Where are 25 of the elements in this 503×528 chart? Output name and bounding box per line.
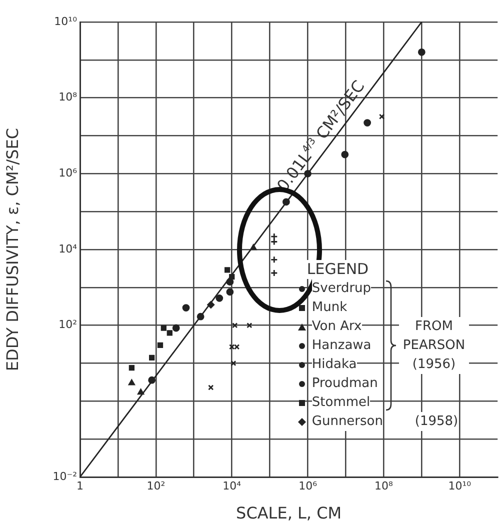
x-tick-label: 10⁴ bbox=[222, 479, 242, 492]
x-tick-label: 10¹⁰ bbox=[448, 479, 472, 492]
annotation: (1958) bbox=[414, 412, 458, 431]
legend-label: Gunnerson bbox=[312, 412, 383, 431]
y-tick-label: 10⁸ bbox=[58, 90, 78, 104]
y-tick-label: 10⁴ bbox=[58, 242, 78, 256]
x-tick-label: 10⁶ bbox=[298, 479, 318, 492]
legend-label: Hanzawa bbox=[312, 336, 372, 355]
y-tick-label: 10⁶ bbox=[58, 166, 78, 180]
legend-label: Von Arx bbox=[312, 317, 362, 336]
y-tick-label: 10² bbox=[58, 318, 77, 332]
legend-label: Hidaka bbox=[312, 355, 357, 374]
y-tick-label: 10¹⁰ bbox=[54, 14, 78, 28]
x-axis-title: SCALE, L, CM bbox=[236, 504, 342, 523]
legend-label: Proudman bbox=[312, 374, 378, 393]
y-tick-label: 10⁻² bbox=[52, 470, 77, 483]
x-tick-label: 10⁸ bbox=[374, 479, 394, 492]
legend-label: Munk bbox=[312, 298, 348, 317]
legend-label: Sverdrup bbox=[312, 279, 372, 298]
annotation: FROM PEARSON (1956) bbox=[399, 317, 469, 374]
legend-title: LEGEND bbox=[306, 260, 369, 279]
x-tick-label: 1 bbox=[76, 479, 84, 492]
y-axis-title: EDDY DIFFUSIVITY, ε, CM²/SEC bbox=[2, 128, 22, 372]
legend-label: Stommel bbox=[312, 393, 370, 412]
x-tick-label: 10² bbox=[146, 479, 166, 492]
